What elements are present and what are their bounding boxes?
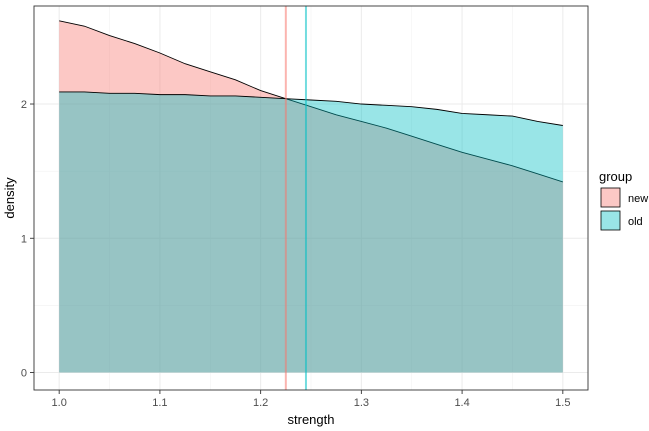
x-tick-label: 1.4 — [454, 397, 469, 409]
density-areas — [59, 20, 563, 373]
legend-key-new — [600, 187, 621, 208]
density-area-old — [59, 91, 563, 373]
legend-key-old — [600, 210, 621, 231]
legend-label-new: new — [628, 193, 648, 205]
y-axis-title: density — [2, 177, 17, 219]
legend-key-bg-old — [600, 210, 621, 231]
legend-key-bg-new — [600, 187, 621, 208]
y-tick-label: 1 — [21, 233, 27, 245]
axis-ticks: 1.0 1.1 1.2 1.3 1.4 1.5 0 1 2 — [21, 99, 571, 409]
mean-lines — [284, 6, 307, 390]
y-tick-label: 0 — [21, 368, 27, 380]
density-curve-new — [59, 20, 563, 183]
legend-label-old: old — [628, 216, 643, 228]
grid — [34, 6, 588, 390]
panel-border — [33, 5, 589, 391]
y-tick-label: 2 — [21, 99, 27, 111]
x-tick-label: 1.3 — [354, 397, 369, 409]
legend: group new old — [599, 169, 648, 231]
x-tick-label: 1.0 — [52, 397, 67, 409]
density-curve-old — [59, 91, 563, 126]
legend-title: group — [599, 169, 632, 184]
x-tick-label: 1.2 — [253, 397, 268, 409]
density-area-new — [59, 20, 563, 373]
x-tick-label: 1.5 — [555, 397, 570, 409]
x-tick-label: 1.1 — [152, 397, 167, 409]
x-axis-title: strength — [288, 412, 335, 427]
